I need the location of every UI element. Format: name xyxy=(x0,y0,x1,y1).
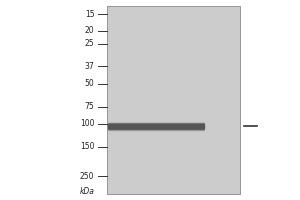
Text: 15: 15 xyxy=(85,10,94,19)
Text: 150: 150 xyxy=(80,142,94,151)
Text: 25: 25 xyxy=(85,39,94,48)
Text: 75: 75 xyxy=(85,102,94,111)
Text: 100: 100 xyxy=(80,119,94,128)
Text: 37: 37 xyxy=(85,62,94,71)
Text: 250: 250 xyxy=(80,172,94,181)
Text: 50: 50 xyxy=(85,79,94,88)
Bar xyxy=(106,6,240,194)
Text: 20: 20 xyxy=(85,26,94,35)
Text: kDa: kDa xyxy=(80,187,94,196)
